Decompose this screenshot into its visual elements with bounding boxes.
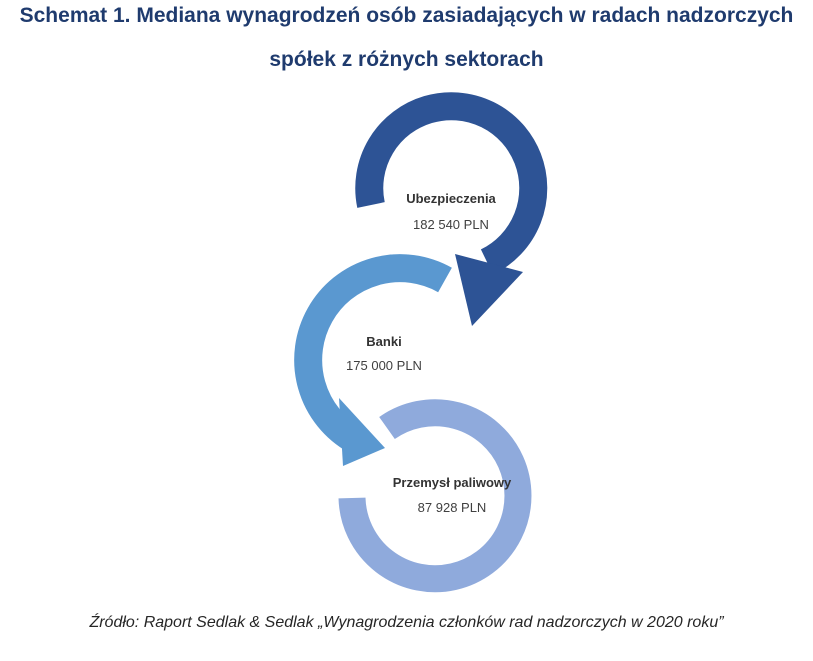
source-note: Źródło: Raport Sedlak & Sedlak „Wynagrod… <box>89 614 724 631</box>
ubezpieczenia-arrowhead <box>455 254 523 326</box>
banki-arc <box>294 254 452 453</box>
diagram-title-line-1: Schemat 1. Mediana wynagrodzeń osób zasi… <box>19 4 794 27</box>
ubezpieczenia-arc <box>355 92 548 275</box>
banki-value: 175 000 PLN <box>346 358 422 373</box>
przemysl-paliwowy-arc <box>338 399 532 593</box>
ubezpieczenia-value: 182 540 PLN <box>413 217 489 232</box>
diagram-title-line-2: spółek z różnych sektorach <box>269 48 544 71</box>
banki-arrowhead <box>339 398 385 466</box>
banki-name: Banki <box>366 334 401 349</box>
przemysl-paliwowy-value: 87 928 PLN <box>418 500 487 515</box>
ubezpieczenia-name: Ubezpieczenia <box>406 191 496 206</box>
przemysl-paliwowy-name: Przemysł paliwowy <box>393 475 512 490</box>
